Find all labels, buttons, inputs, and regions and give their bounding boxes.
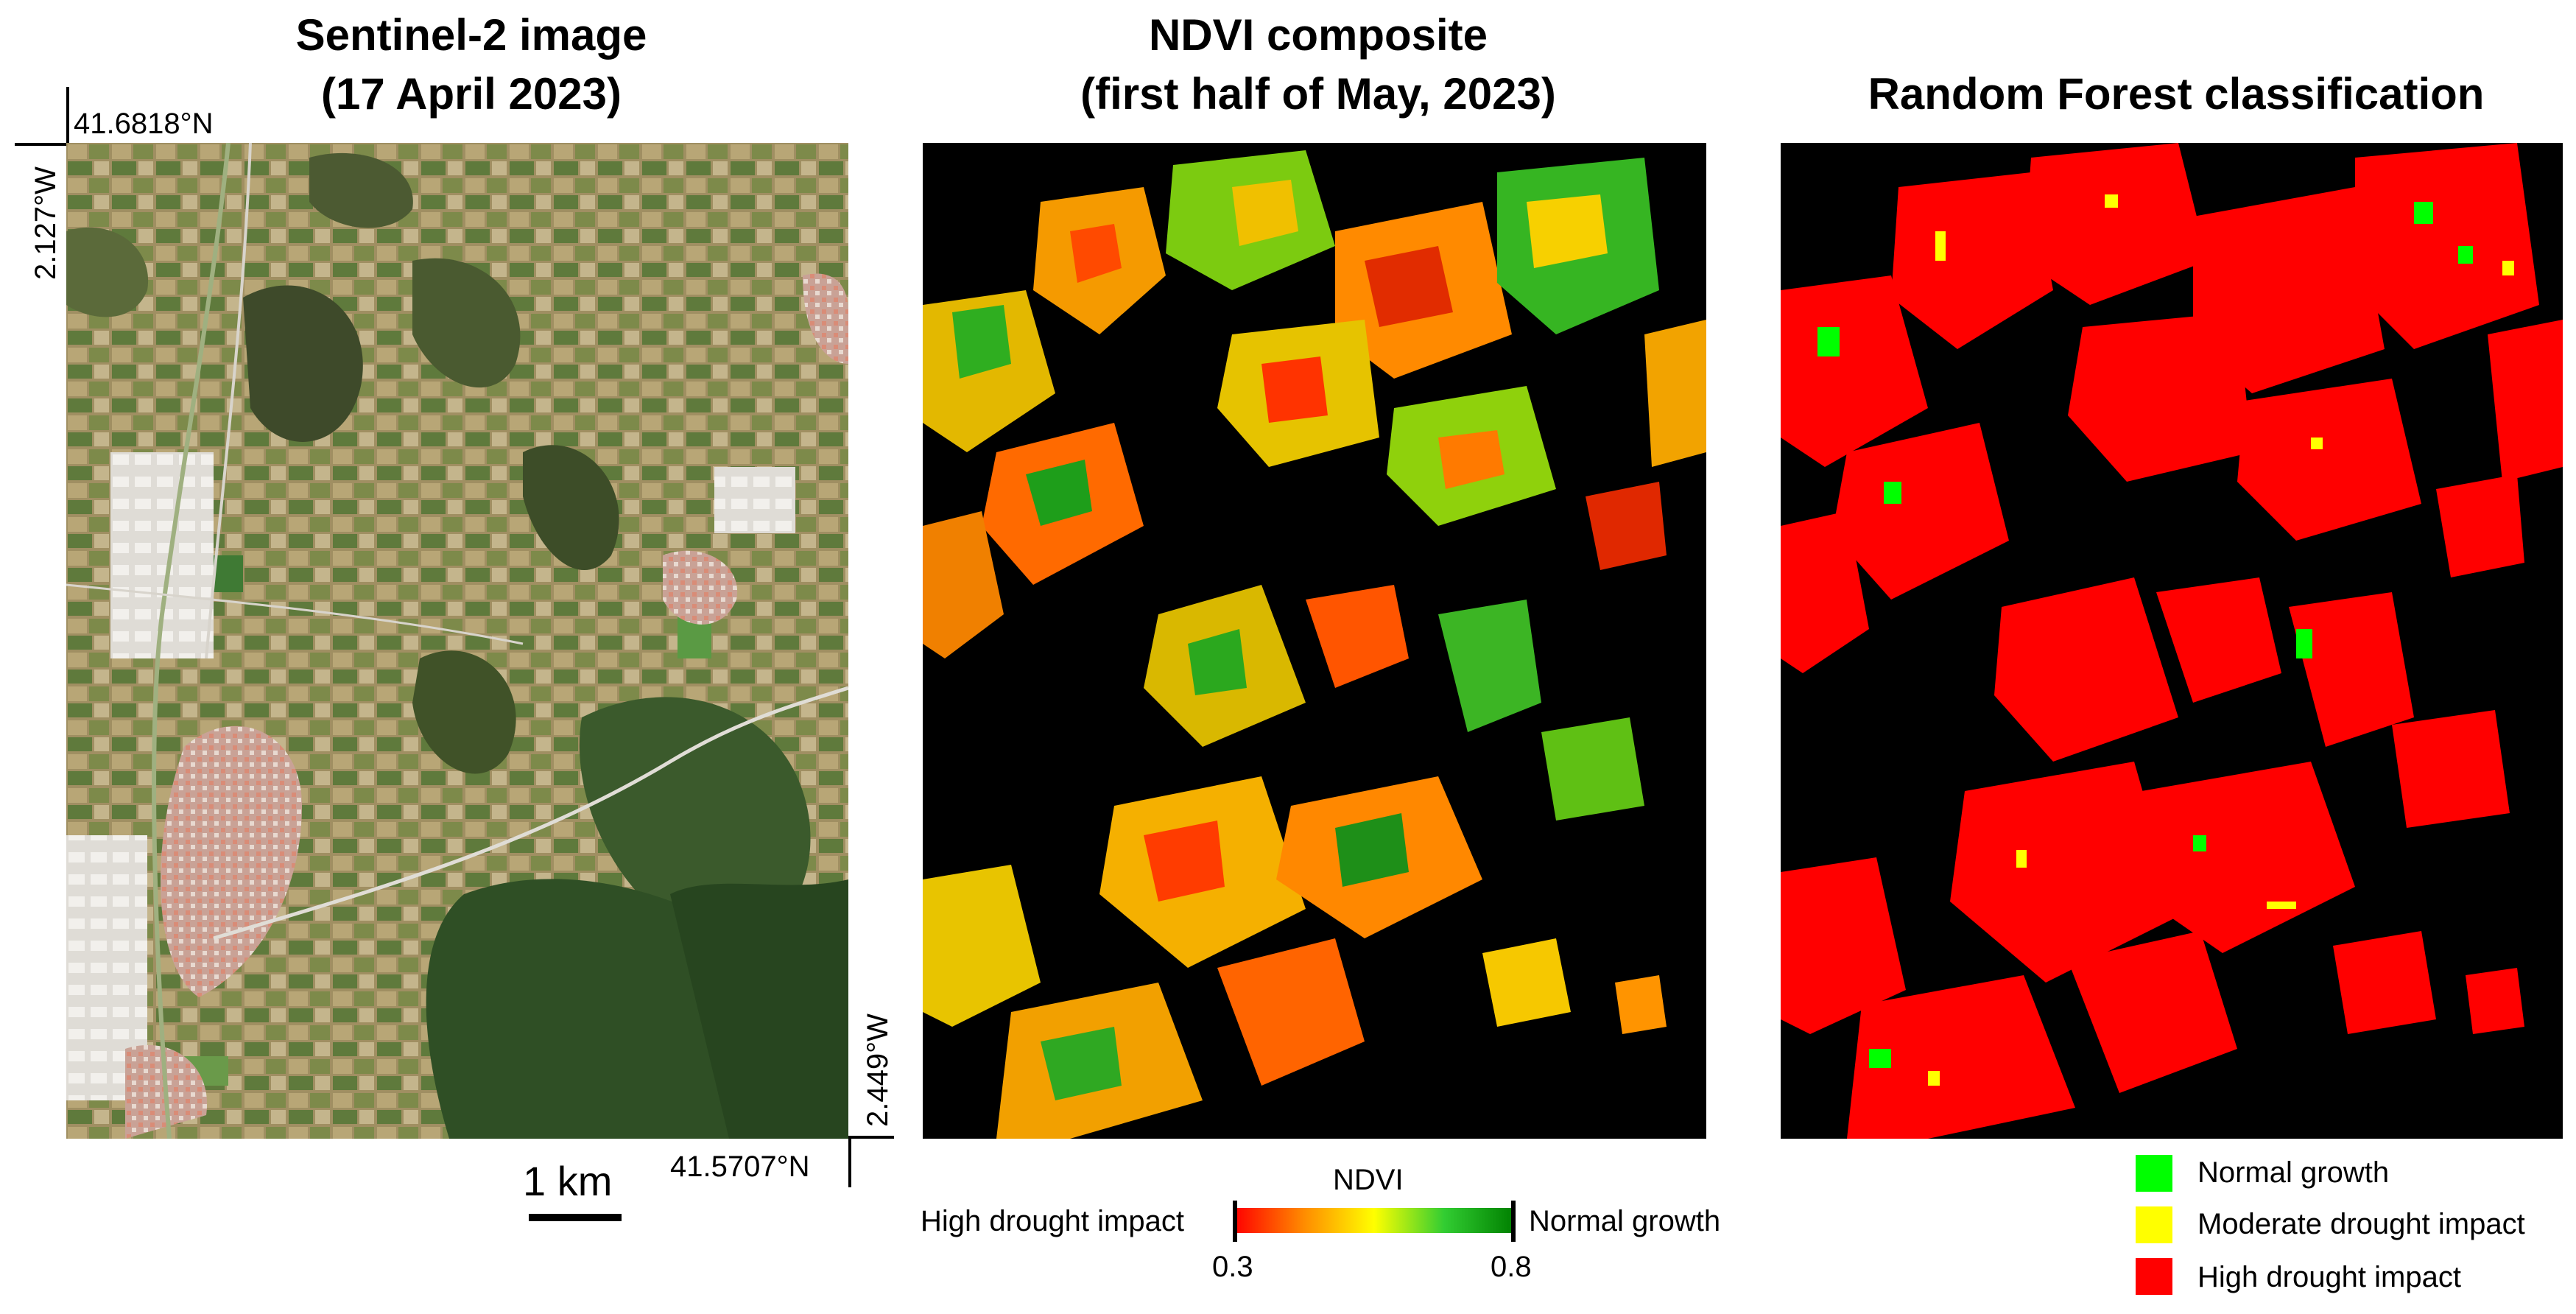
- rf-yellow-patches: [1928, 194, 2514, 1086]
- ndvi-field-patches: [923, 150, 1706, 1139]
- sentinel-title-line1: Sentinel-2 image: [295, 10, 647, 60]
- rf-class-patches: [1781, 143, 2563, 1139]
- coord-left-lon: 2.127°W: [29, 166, 62, 280]
- colorbar-max-tick: [1511, 1201, 1516, 1242]
- ndvi-title-line2: (first half of May, 2023): [1080, 69, 1556, 119]
- coord-top-lat: 41.6818°N: [74, 108, 214, 140]
- legend-label-high: High drought impact: [2197, 1261, 2461, 1293]
- ndvi-panel-title: NDVI composite (first half of May, 2023): [950, 6, 1686, 124]
- coord-bottom-lat: 41.5707°N: [670, 1150, 810, 1183]
- colorbar-left-label: High drought impact: [921, 1205, 1184, 1237]
- colorbar-gradient: [1234, 1208, 1514, 1233]
- sentinel-image-panel: [66, 143, 848, 1139]
- colorbar-right-label: Normal growth: [1529, 1205, 1721, 1237]
- coord-bottom-tick-h: [848, 1136, 894, 1139]
- rf-green-patches: [1817, 202, 2473, 1068]
- ndvi-map-panel: [923, 143, 1706, 1139]
- colorbar-max-label: 0.8: [1491, 1251, 1532, 1283]
- rf-title: Random Forest classification: [1868, 69, 2485, 119]
- coord-bottom-tick-v: [848, 1139, 851, 1187]
- scale-bar-label: 1 km: [523, 1158, 613, 1204]
- colorbar-min-label: 0.3: [1212, 1251, 1253, 1283]
- coord-top-tick-h: [15, 143, 66, 146]
- colorbar-title: NDVI: [1333, 1164, 1404, 1196]
- legend-swatch-normal: [2136, 1155, 2172, 1192]
- sentinel-title-line2: (17 April 2023): [321, 69, 622, 119]
- coord-top-tick-v: [66, 87, 69, 143]
- legend-swatch-moderate: [2136, 1206, 2172, 1243]
- ndvi-title-line1: NDVI composite: [1148, 10, 1488, 60]
- legend-label-moderate: Moderate drought impact: [2197, 1208, 2525, 1240]
- colorbar-min-tick: [1233, 1201, 1237, 1242]
- scale-bar: [529, 1214, 622, 1221]
- sentinel-panel-title: Sentinel-2 image (17 April 2023): [103, 6, 840, 124]
- rf-panel-title: Random Forest classification: [1775, 65, 2576, 124]
- coord-right-lon: 2.449°W: [862, 1013, 894, 1127]
- legend-swatch-high: [2136, 1258, 2172, 1295]
- rf-map-panel: [1781, 143, 2563, 1139]
- legend-label-normal: Normal growth: [2197, 1156, 2390, 1189]
